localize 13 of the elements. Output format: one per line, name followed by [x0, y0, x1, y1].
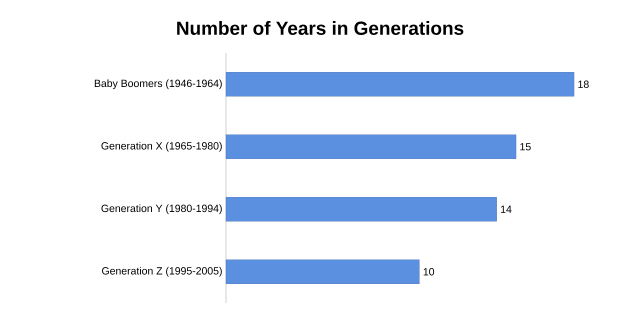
bar [226, 72, 574, 96]
y-tick-label: Baby Boomers (1946-1964) [94, 79, 222, 90]
data-label: 18 [578, 80, 589, 88]
data-label: 15 [520, 143, 531, 150]
y-tick-label: Generation Y (1980-1994) [101, 204, 222, 214]
chart-title: Number of Years in Generations [177, 21, 464, 35]
bar [226, 134, 516, 159]
y-tick-label: Generation Z (1995-2005) [102, 266, 222, 277]
data-label: 10 [424, 268, 434, 276]
bar [226, 260, 420, 284]
y-tick-label: Generation X (1965-1980) [101, 142, 222, 152]
bar [226, 197, 497, 222]
data-label: 14 [501, 206, 512, 213]
